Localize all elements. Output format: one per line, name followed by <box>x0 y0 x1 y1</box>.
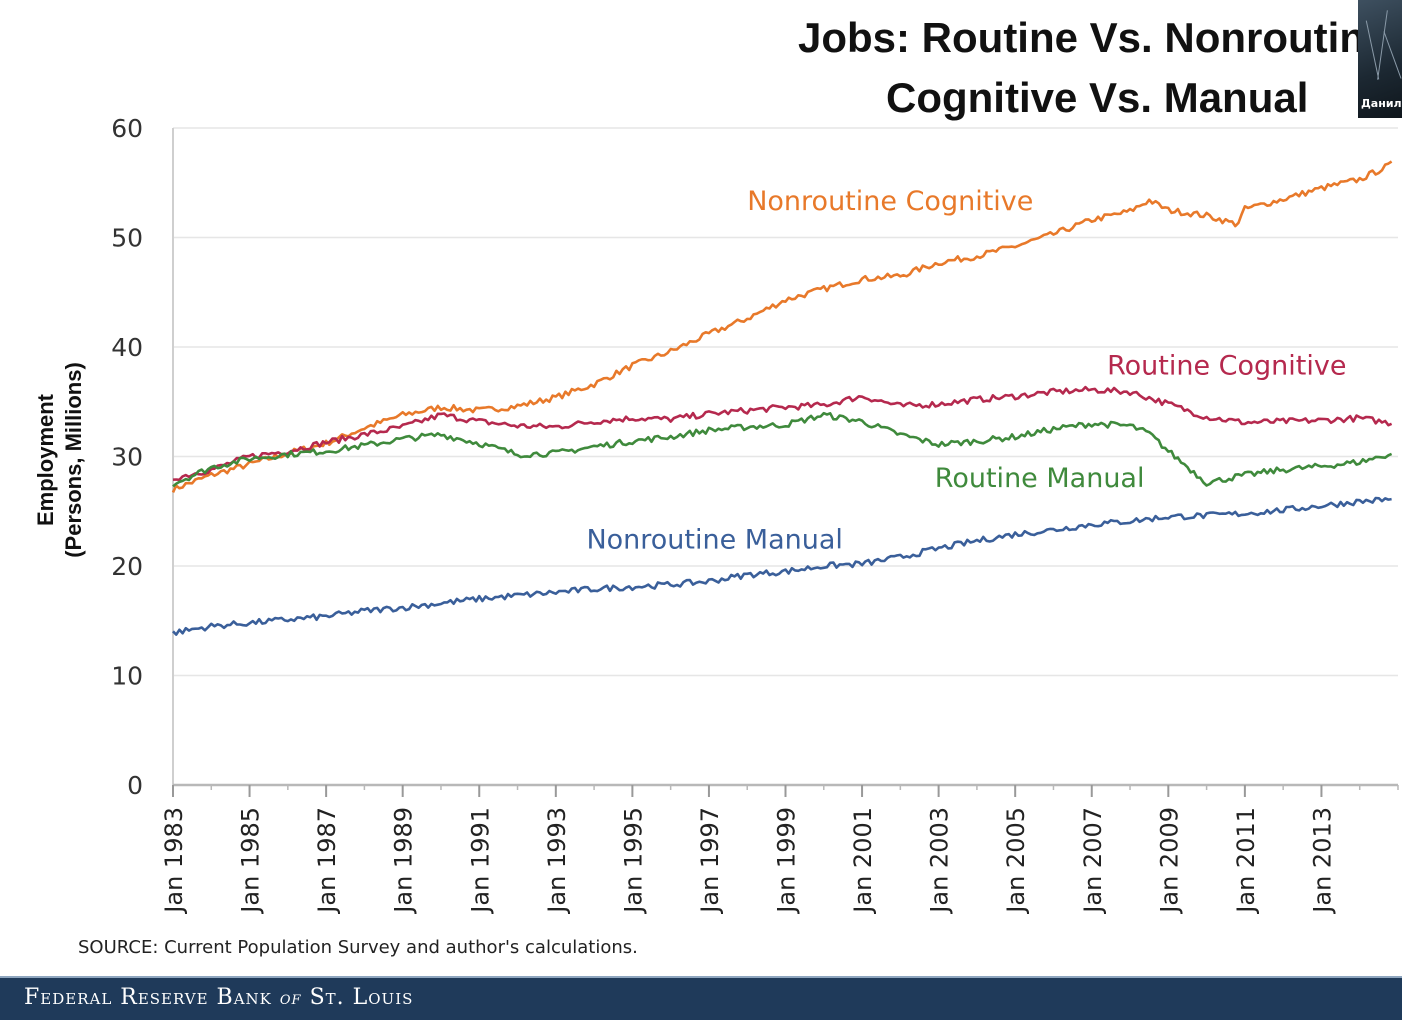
y-axis-label-line1: Employment <box>33 393 58 527</box>
footer-bar: Federal Reserve Bank of St. Louis <box>0 976 1402 1020</box>
x-tick-label: Jan 1999 <box>773 807 801 915</box>
webcam-thumbnail[interactable]: Данил <box>1358 0 1402 118</box>
y-axis-label-line2: (Persons, Millions) <box>61 362 86 558</box>
series-line-routine-cognitive <box>172 385 1393 482</box>
series-line-routine-manual <box>172 411 1393 488</box>
x-tick-label: Jan 2003 <box>926 807 954 915</box>
series-lines <box>171 160 1393 636</box>
y-axis-label: Employment (Persons, Millions) <box>20 330 100 590</box>
footer-logo-text: Federal Reserve Bank of St. Louis <box>24 985 413 1010</box>
y-tick-label: 10 <box>111 662 143 691</box>
x-tick-label: Jan 1995 <box>619 807 647 915</box>
footer-of: of <box>279 988 302 1009</box>
chart-title-line2: Cognitive Vs. Manual <box>886 74 1309 121</box>
series-labels: Nonroutine Cognitive Routine Cognitive Rou… <box>586 186 1346 555</box>
y-tick-label: 50 <box>111 224 143 253</box>
x-tick-label: Jan 2005 <box>1002 807 1030 915</box>
axes: 0 10 20 30 40 50 60 Jan 1983 Jan 1985 Jan 1987 Jan… <box>111 114 1399 915</box>
series-label-nonroutine-manual: Nonroutine Manual <box>586 524 842 555</box>
y-tick-label: 20 <box>111 552 143 581</box>
x-tick-label: Jan 2007 <box>1079 807 1107 915</box>
x-tick-label: Jan 1997 <box>696 807 724 915</box>
footer-bank-name: Federal Reserve Bank <box>24 985 272 1010</box>
y-tick-label: 30 <box>111 443 143 472</box>
source-note: SOURCE: Current Population Survey and au… <box>78 937 638 958</box>
y-tick-label: 40 <box>111 333 143 362</box>
series-line-nonroutine-manual <box>172 496 1392 636</box>
x-tick-label: Jan 1985 <box>237 807 265 915</box>
series-label-nonroutine-cognitive: Nonroutine Cognitive <box>747 186 1033 217</box>
x-tick-label: Jan 1993 <box>543 807 571 915</box>
y-tick-label: 60 <box>111 114 143 143</box>
gridlines <box>173 127 1398 677</box>
series-label-routine-manual: Routine Manual <box>935 463 1145 494</box>
x-tick-label: Jan 1983 <box>160 807 188 915</box>
x-tick-label: Jan 2011 <box>1232 807 1260 915</box>
x-tick-label: Jan 1987 <box>313 807 341 915</box>
chart-title-line1: Jobs: Routine Vs. Nonroutin <box>798 14 1365 61</box>
webcam-participant-name: Данил <box>1361 97 1402 110</box>
series-label-routine-cognitive: Routine Cognitive <box>1107 350 1346 381</box>
x-tick-label: Jan 1989 <box>390 807 418 915</box>
series-line-nonroutine-cognitive <box>171 160 1393 493</box>
footer-city: St. Louis <box>309 985 414 1010</box>
y-tick-label: 0 <box>127 771 143 800</box>
x-tick-label: Jan 2013 <box>1308 807 1336 915</box>
x-tick-label: Jan 1991 <box>466 807 494 915</box>
x-tick-label: Jan 2001 <box>849 807 877 915</box>
x-tick-label: Jan 2009 <box>1155 807 1183 915</box>
